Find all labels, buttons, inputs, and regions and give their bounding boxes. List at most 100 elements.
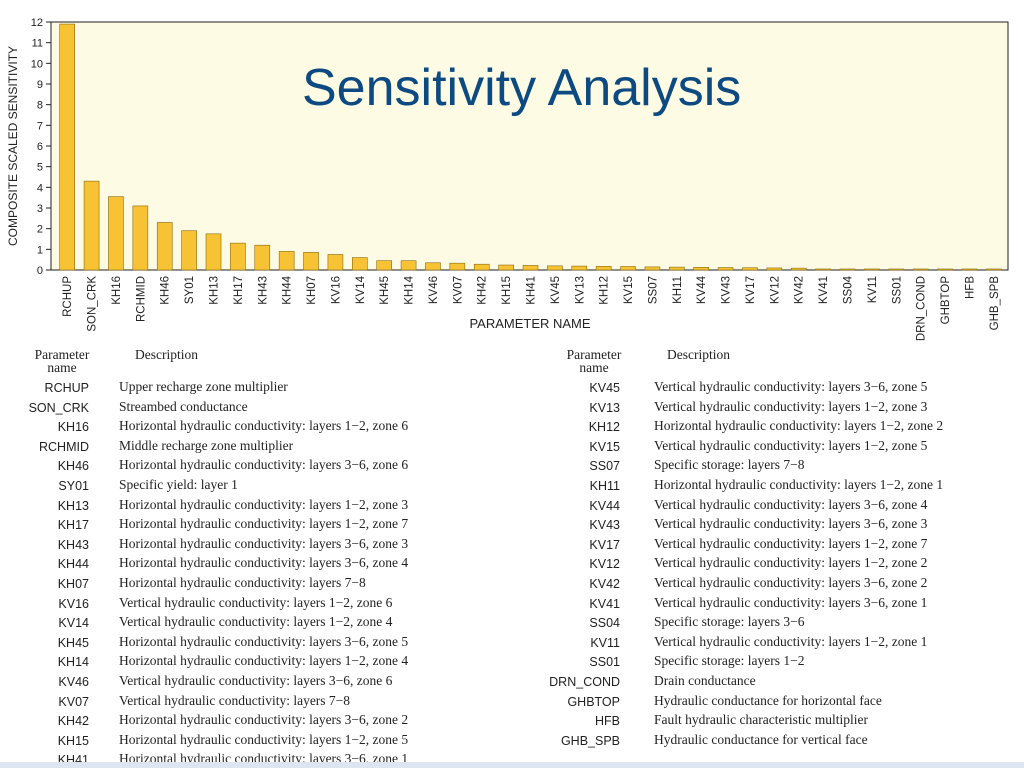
- x-tick-label: KV16: [330, 276, 342, 304]
- bar-kh41: [522, 265, 539, 271]
- bar-kh45: [376, 260, 392, 271]
- x-tick-label: KH07: [306, 276, 318, 305]
- parameter-name: KH14: [57, 655, 89, 670]
- x-tick-label: SS01: [891, 276, 903, 304]
- x-tick-label: KV13: [574, 276, 586, 304]
- parameter-description: Vertical hydraulic conductivity: layers …: [654, 496, 928, 512]
- x-tick-label: KV14: [355, 275, 367, 304]
- header-parameter-line1: Parameter: [34, 347, 90, 362]
- parameter-description: Vertical hydraulic conductivity: layers …: [654, 555, 928, 571]
- bar-kv42: [790, 267, 807, 271]
- y-tick-label: 12: [31, 17, 43, 29]
- parameter-name: KV44: [589, 498, 620, 513]
- table-row: DRN_COND Drain conductance: [520, 673, 1024, 693]
- x-tick-label: GHBTOP: [940, 276, 952, 325]
- parameter-name: KH43: [57, 537, 89, 552]
- parameter-name: KH15: [57, 733, 89, 748]
- parameter-description: Vertical hydraulic conductivity: layers …: [654, 535, 928, 551]
- y-tick-label: 10: [31, 58, 43, 70]
- bar-drn-cond: [912, 268, 929, 271]
- x-tick-label: KH16: [111, 276, 123, 305]
- x-tick-label: RCHUP: [62, 276, 74, 317]
- bar-ss04: [839, 268, 856, 271]
- table-row: KH13 Horizontal hydraulic conductivity: l…: [0, 497, 500, 517]
- x-tick-label: KH15: [501, 276, 513, 305]
- parameter-description: Middle recharge zone multiplier: [119, 437, 294, 453]
- table-row: KH07 Horizontal hydraulic conductivity: l…: [0, 575, 500, 595]
- parameter-name: KV11: [590, 635, 620, 650]
- bar-kh44: [278, 251, 295, 271]
- x-tick-label: KV46: [428, 276, 440, 304]
- bar-kv07: [449, 262, 466, 271]
- parameter-description: Horizontal hydraulic conductivity: layer…: [119, 712, 409, 728]
- parameter-description: Specific yield: layer 1: [119, 476, 238, 492]
- parameter-name: KH12: [588, 420, 620, 435]
- bar-kh42: [473, 263, 490, 271]
- x-tick-label: SS07: [647, 276, 659, 304]
- table-row: KV15 Vertical hydraulic conductivity: lay…: [520, 438, 1024, 458]
- parameter-name: KH16: [57, 420, 89, 435]
- table-row: KH45 Horizontal hydraulic conductivity: l…: [0, 634, 500, 654]
- header-parameter-name: Parameter name: [560, 347, 628, 375]
- x-tick-label: KH42: [477, 276, 489, 305]
- parameter-description: Vertical hydraulic conductivity: layers …: [119, 672, 393, 688]
- parameter-description: Specific storage: layers 7−8: [654, 457, 805, 473]
- parameter-name: GHB_SPB: [560, 733, 620, 748]
- bar-ss01: [888, 268, 905, 271]
- parameter-description: Specific storage: layers 3−6: [654, 614, 805, 630]
- x-tick-label: KH46: [160, 276, 172, 305]
- x-tick-label: KV44: [696, 275, 708, 304]
- x-tick-label: KV15: [623, 276, 635, 304]
- table-row: KH46 Horizontal hydraulic conductivity: l…: [0, 457, 500, 477]
- parameter-name: KV17: [589, 537, 620, 552]
- chart-area: 0 1 2 3 4 5 6 7 8 9 10 11 12 COMPOSITE SCALED SENSITI…: [0, 0, 1024, 345]
- header-parameter-line2: name: [579, 360, 609, 375]
- parameter-description: Horizontal hydraulic conductivity: layer…: [119, 653, 409, 669]
- table-row: KV45 Vertical hydraulic conductivity: lay…: [520, 379, 1024, 399]
- header-parameter-line1: Parameter: [566, 347, 622, 362]
- table-row: KH43 Horizontal hydraulic conductivity: l…: [0, 536, 500, 556]
- bar-kv44: [693, 267, 709, 271]
- bar-kh13: [205, 233, 222, 271]
- parameter-name: KV15: [589, 439, 620, 454]
- bar-kv11: [864, 268, 880, 271]
- x-tick-label: KV17: [745, 276, 757, 304]
- table-row: KH42 Horizontal hydraulic conductivity: l…: [0, 712, 500, 732]
- bar-kv17: [742, 267, 758, 271]
- x-axis-label: PARAMETER NAME: [469, 316, 590, 331]
- table-row: KH44 Horizontal hydraulic conductivity: l…: [0, 555, 500, 575]
- x-tick-label: KV43: [721, 276, 733, 304]
- parameter-description: Hydraulic conductance for horizontal fac…: [654, 692, 882, 708]
- parameter-description: Vertical hydraulic conductivity: layers …: [654, 594, 928, 610]
- y-tick-label: 0: [37, 265, 43, 277]
- bar-kh14: [400, 260, 417, 271]
- bar-kh17: [230, 242, 246, 271]
- bar-sy01: [181, 230, 197, 271]
- x-tick-label: KV41: [818, 276, 830, 304]
- bar-kv43: [717, 267, 734, 271]
- parameter-description: Horizontal hydraulic conductivity: layer…: [119, 555, 409, 571]
- page-title: Sensitivity Analysis: [302, 59, 742, 117]
- bar-kh46: [156, 222, 173, 271]
- y-tick-label: 7: [37, 120, 43, 132]
- bar-ghbtop: [937, 268, 953, 271]
- parameter-description: Vertical hydraulic conductivity: layers …: [654, 516, 928, 532]
- parameter-name: KV07: [58, 694, 89, 709]
- parameter-name: KV46: [58, 674, 89, 689]
- parameter-name: KV45: [589, 381, 620, 395]
- bar-kv45: [547, 265, 563, 271]
- x-tick-label: KH43: [257, 276, 269, 305]
- x-tick-label: KH44: [282, 275, 294, 304]
- bar-kh12: [595, 265, 612, 271]
- x-tick-label: KV07: [452, 276, 464, 304]
- header-description: Description: [667, 347, 730, 362]
- bar-hfb: [961, 268, 978, 271]
- parameter-name: KH44: [57, 557, 89, 572]
- y-tick-label: 11: [32, 38, 43, 50]
- x-tick-label: KH17: [233, 276, 245, 305]
- parameter-description: Hydraulic conductance for vertical face: [654, 731, 868, 747]
- bar-ghb-spb: [986, 268, 1002, 271]
- parameter-name: KH07: [57, 576, 89, 591]
- y-tick-label: 5: [37, 162, 43, 174]
